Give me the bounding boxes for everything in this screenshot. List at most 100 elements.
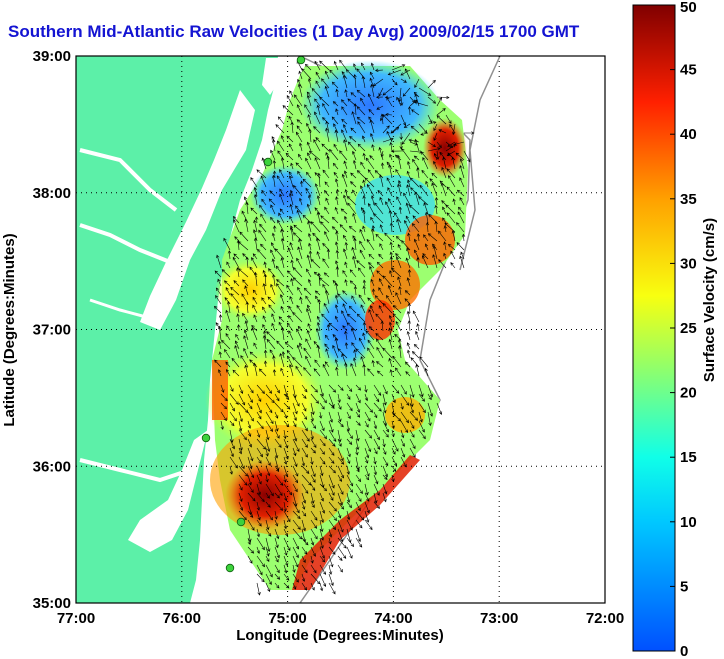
velocity-arrow <box>352 255 357 269</box>
velocity-arrow <box>424 243 429 251</box>
x-tick-5: 72:00 <box>586 610 624 627</box>
velocity-arrow <box>419 356 429 368</box>
velocity-arrow <box>416 167 420 179</box>
velocity-arrow <box>409 411 419 421</box>
velocity-arrow <box>394 333 402 341</box>
river-3 <box>89 298 151 320</box>
velocity-arrow <box>319 501 325 514</box>
velocity-arrow <box>316 321 321 332</box>
velocity-arrow <box>295 162 303 170</box>
velocity-arrow <box>395 256 402 269</box>
velocity-arrow <box>382 137 394 143</box>
velocity-arrow <box>297 83 303 98</box>
velocity-arrow <box>382 347 393 359</box>
velocity-arrow <box>343 139 348 152</box>
velocity-arrow <box>446 212 456 224</box>
velocity-arrow <box>364 492 370 502</box>
velocity-arrow <box>415 330 420 341</box>
velocity-arrow <box>374 202 384 215</box>
velocity-arrow <box>288 175 294 188</box>
velocity-arrow <box>268 304 276 314</box>
velocity-arrow <box>283 420 290 428</box>
velocity-arrow <box>301 546 308 555</box>
velocity-arrow <box>332 101 339 107</box>
velocity-arrow <box>446 168 456 179</box>
velocity-arrow <box>392 355 402 368</box>
velocity-arrow <box>292 528 303 540</box>
velocity-arrow <box>335 230 339 242</box>
velocity-arrow <box>247 393 253 404</box>
velocity-arrow <box>283 555 289 567</box>
velocity-arrow <box>328 492 334 501</box>
velocity-arrow <box>306 203 312 215</box>
velocity-arrow <box>413 91 420 98</box>
velocity-arrow <box>356 313 366 323</box>
velocity-arrow <box>443 225 447 233</box>
velocity-arrow <box>333 171 339 179</box>
velocity-arrow <box>423 234 429 242</box>
velocity-arrow <box>414 93 420 107</box>
velocity-arrow <box>306 94 312 107</box>
velocity-arrow <box>346 537 355 547</box>
velocity-arrow <box>416 323 420 332</box>
velocity-arrow <box>271 258 276 269</box>
velocity-arrow <box>290 121 294 134</box>
velocity-arrow <box>400 96 404 106</box>
velocity-arrow <box>277 140 285 152</box>
velocity-arrow <box>303 367 312 377</box>
x-tick-0: 77:00 <box>57 610 95 627</box>
velocity-arrow <box>400 411 409 424</box>
velocity-arrow <box>364 429 373 439</box>
velocity-arrow <box>265 384 272 394</box>
velocity-arrow <box>461 233 466 242</box>
velocity-arrow <box>319 564 327 575</box>
velocity-arrow <box>271 139 276 152</box>
velocity-arrow <box>445 204 456 215</box>
velocity-arrow <box>249 351 258 359</box>
velocity-arrow <box>389 153 393 161</box>
river-1 <box>79 148 178 212</box>
velocity-arrow <box>368 116 375 125</box>
velocity-arrow <box>295 131 303 143</box>
velocity-arrow <box>401 148 411 161</box>
y-tick-0: 39:00 <box>33 48 71 65</box>
x-tick-1: 76:00 <box>163 610 201 627</box>
velocity-arrow <box>324 343 330 350</box>
velocity-arrow <box>274 402 284 413</box>
velocity-arrow <box>270 249 276 260</box>
velocity-arrow <box>289 296 294 305</box>
velocity-arrow <box>425 180 429 188</box>
velocity-arrow <box>427 147 441 152</box>
velocity-arrow <box>380 114 384 122</box>
velocity-arrow <box>243 347 249 359</box>
velocity-arrow <box>274 555 279 563</box>
velocity-arrow <box>364 501 370 514</box>
velocity-arrow <box>297 325 303 332</box>
velocity-arrow <box>310 438 317 449</box>
radar-station-marker-1 <box>263 157 273 167</box>
velocity-arrow <box>433 123 438 132</box>
colorbar-tick-6: 30 <box>680 255 697 272</box>
velocity-arrow <box>456 222 465 233</box>
velocity-arrow <box>262 334 267 350</box>
velocity-arrow <box>342 234 348 242</box>
velocity-arrow <box>395 292 402 305</box>
velocity-arrow <box>314 183 321 197</box>
velocity-arrow <box>344 241 348 251</box>
velocity-arrow <box>421 255 429 269</box>
velocity-arrow <box>370 133 375 143</box>
velocity-arrow <box>215 287 222 296</box>
velocity-arrow <box>358 337 366 350</box>
velocity-arrow <box>256 564 263 576</box>
radar-station-marker-2 <box>201 433 211 443</box>
velocity-arrow <box>460 251 465 260</box>
velocity-arrow <box>398 344 402 359</box>
y-tick-labels: 39:00 38:00 37:00 36:00 35:00 <box>33 48 71 612</box>
velocity-arrow <box>337 384 344 391</box>
velocity-arrow <box>225 309 231 323</box>
velocity-arrow <box>407 179 411 188</box>
velocity-arrow <box>368 262 375 269</box>
velocity-arrow <box>382 420 389 433</box>
velocity-arrow <box>314 111 321 125</box>
velocity-arrow <box>334 337 339 350</box>
